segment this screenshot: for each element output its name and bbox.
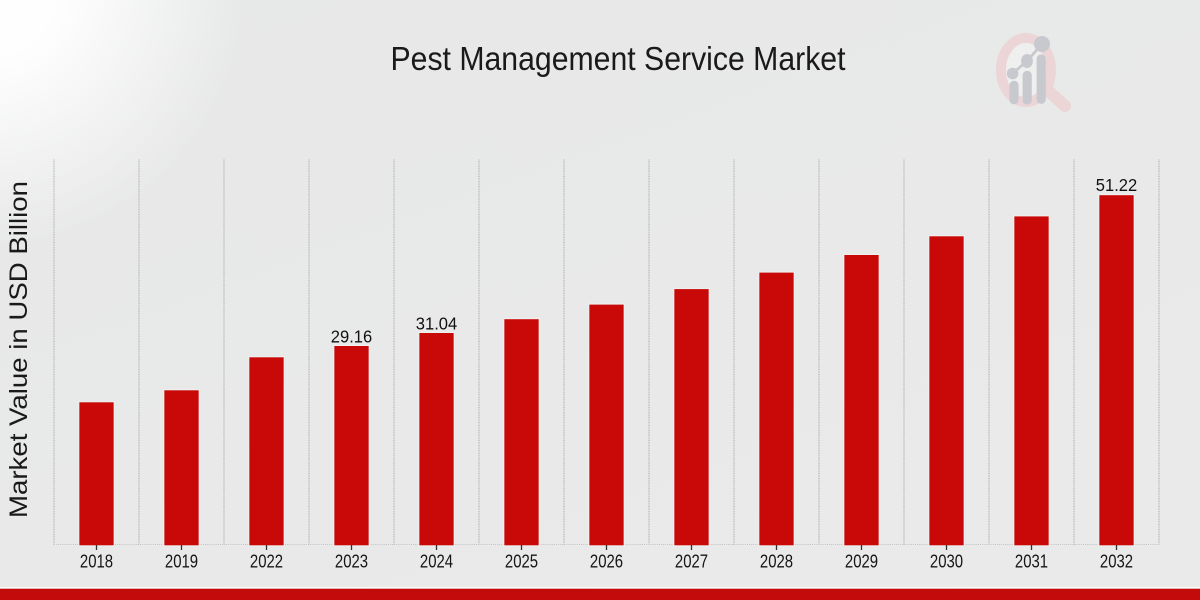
- svg-text:2025: 2025: [505, 551, 538, 572]
- svg-text:29.16: 29.16: [331, 327, 372, 347]
- svg-text:2022: 2022: [250, 551, 283, 572]
- svg-text:2026: 2026: [590, 551, 623, 572]
- svg-text:2027: 2027: [675, 551, 708, 572]
- svg-text:2029: 2029: [845, 551, 878, 572]
- svg-text:51.22: 51.22: [1096, 176, 1137, 196]
- svg-text:2023: 2023: [335, 551, 368, 572]
- svg-text:2024: 2024: [420, 551, 453, 572]
- svg-text:2018: 2018: [80, 551, 113, 572]
- svg-text:Market Value in USD Billion: Market Value in USD Billion: [5, 181, 33, 518]
- svg-text:2030: 2030: [930, 551, 963, 572]
- svg-text:2032: 2032: [1100, 551, 1133, 572]
- svg-text:2031: 2031: [1015, 551, 1048, 572]
- svg-text:31.04: 31.04: [416, 314, 457, 334]
- svg-text:2019: 2019: [165, 551, 198, 572]
- svg-text:Pest Management Service Market: Pest Management Service Market: [391, 40, 846, 77]
- svg-text:2028: 2028: [760, 551, 793, 572]
